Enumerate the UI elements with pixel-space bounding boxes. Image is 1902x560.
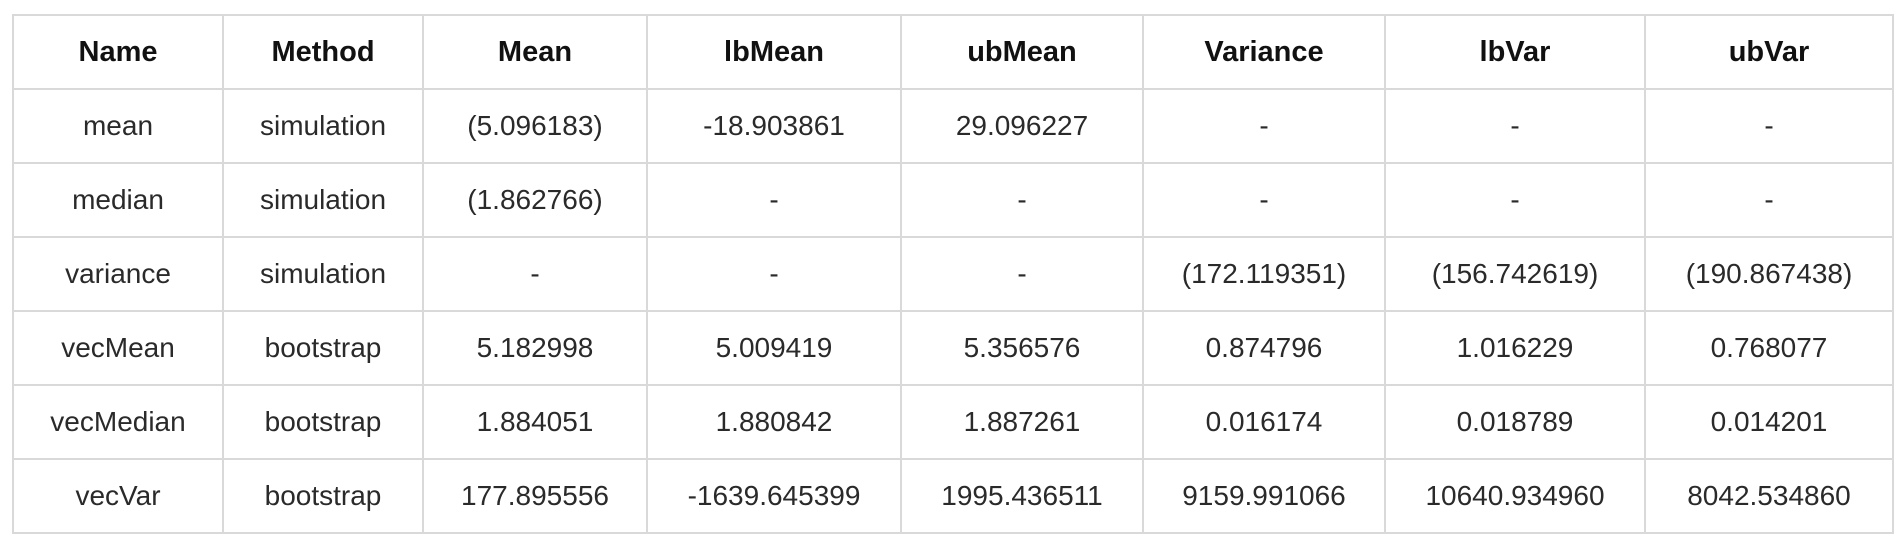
- cell-lbvar: (156.742619): [1384, 236, 1646, 312]
- cell-ubmean: 29.096227: [900, 88, 1144, 164]
- cell-method: bootstrap: [222, 384, 424, 460]
- header-lbvar: lbVar: [1384, 14, 1646, 90]
- cell-lbmean: 1.880842: [646, 384, 902, 460]
- cell-method: simulation: [222, 236, 424, 312]
- header-variance: Variance: [1142, 14, 1386, 90]
- cell-mean: (5.096183): [422, 88, 648, 164]
- cell-mean: (1.862766): [422, 162, 648, 238]
- header-row: Name Method Mean lbMean ubMean Variance …: [12, 14, 1894, 90]
- cell-mean: 1.884051: [422, 384, 648, 460]
- cell-ubmean: 5.356576: [900, 310, 1144, 386]
- cell-name: vecMean: [12, 310, 224, 386]
- cell-ubvar: 0.014201: [1644, 384, 1894, 460]
- header-ubvar: ubVar: [1644, 14, 1894, 90]
- cell-lbmean: -: [646, 162, 902, 238]
- cell-lbvar: 10640.934960: [1384, 458, 1646, 534]
- cell-variance: -: [1142, 162, 1386, 238]
- header-name: Name: [12, 14, 224, 90]
- cell-mean: 177.895556: [422, 458, 648, 534]
- cell-ubmean: -: [900, 236, 1144, 312]
- cell-method: bootstrap: [222, 458, 424, 534]
- cell-mean: 5.182998: [422, 310, 648, 386]
- cell-method: bootstrap: [222, 310, 424, 386]
- cell-lbvar: -: [1384, 162, 1646, 238]
- cell-lbvar: -: [1384, 88, 1646, 164]
- cell-name: variance: [12, 236, 224, 312]
- table-row: variance simulation - - - (172.119351) (…: [12, 236, 1894, 312]
- results-table-container: Name Method Mean lbMean ubMean Variance …: [12, 14, 1894, 534]
- header-lbmean: lbMean: [646, 14, 902, 90]
- table-row: vecMean bootstrap 5.182998 5.009419 5.35…: [12, 310, 1894, 386]
- cell-name: median: [12, 162, 224, 238]
- cell-ubvar: -: [1644, 88, 1894, 164]
- cell-variance: 0.016174: [1142, 384, 1386, 460]
- cell-method: simulation: [222, 88, 424, 164]
- cell-lbmean: -: [646, 236, 902, 312]
- cell-name: vecMedian: [12, 384, 224, 460]
- cell-lbvar: 1.016229: [1384, 310, 1646, 386]
- cell-lbmean: 5.009419: [646, 310, 902, 386]
- cell-lbmean: -1639.645399: [646, 458, 902, 534]
- cell-ubvar: 0.768077: [1644, 310, 1894, 386]
- cell-ubmean: 1.887261: [900, 384, 1144, 460]
- results-table: Name Method Mean lbMean ubMean Variance …: [12, 14, 1894, 534]
- cell-variance: -: [1142, 88, 1386, 164]
- table-row: mean simulation (5.096183) -18.903861 29…: [12, 88, 1894, 164]
- cell-variance: (172.119351): [1142, 236, 1386, 312]
- header-method: Method: [222, 14, 424, 90]
- cell-ubmean: 1995.436511: [900, 458, 1144, 534]
- cell-method: simulation: [222, 162, 424, 238]
- cell-ubvar: 8042.534860: [1644, 458, 1894, 534]
- table-row: vecMedian bootstrap 1.884051 1.880842 1.…: [12, 384, 1894, 460]
- table-row: vecVar bootstrap 177.895556 -1639.645399…: [12, 458, 1894, 534]
- cell-lbvar: 0.018789: [1384, 384, 1646, 460]
- cell-name: mean: [12, 88, 224, 164]
- table-row: median simulation (1.862766) - - - - -: [12, 162, 1894, 238]
- cell-variance: 9159.991066: [1142, 458, 1386, 534]
- cell-ubvar: (190.867438): [1644, 236, 1894, 312]
- cell-ubmean: -: [900, 162, 1144, 238]
- cell-mean: -: [422, 236, 648, 312]
- cell-name: vecVar: [12, 458, 224, 534]
- cell-variance: 0.874796: [1142, 310, 1386, 386]
- cell-lbmean: -18.903861: [646, 88, 902, 164]
- header-mean: Mean: [422, 14, 648, 90]
- cell-ubvar: -: [1644, 162, 1894, 238]
- header-ubmean: ubMean: [900, 14, 1144, 90]
